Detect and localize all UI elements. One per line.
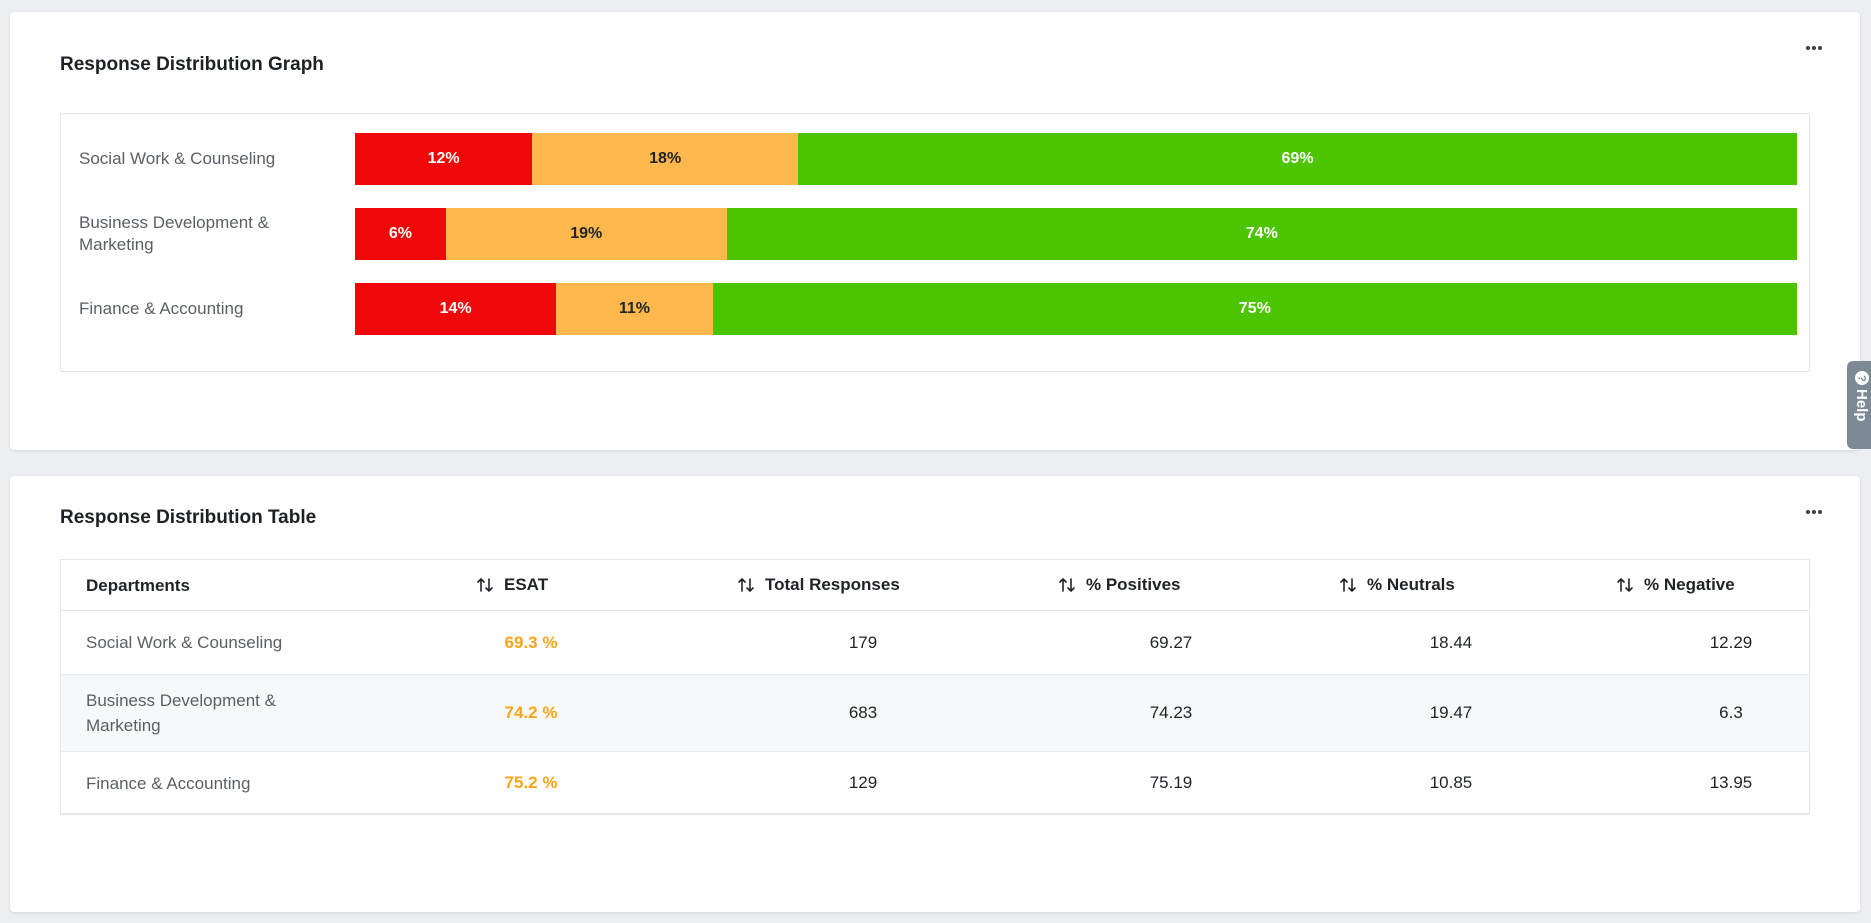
total-responses-cell: 129	[848, 773, 878, 792]
bar-track: 6% 19% 74%	[355, 208, 1797, 260]
bar-segment-neutral[interactable]: 11%	[556, 283, 713, 335]
bar-label: Finance & Accounting	[79, 299, 244, 318]
header-positives[interactable]: % Positives	[1058, 560, 1181, 610]
department-cell: Social Work & Counseling	[86, 633, 283, 652]
bar-row: Business Development & Marketing 6% 19% …	[61, 208, 1809, 260]
neutrals-cell: 19.47	[1429, 703, 1473, 722]
header-total-responses[interactable]: Total Responses	[737, 560, 900, 610]
help-label: Help	[1853, 389, 1870, 422]
negative-cell: 6.3	[1719, 703, 1743, 722]
sort-icon[interactable]	[1058, 576, 1076, 594]
header-label: % Neutrals	[1367, 575, 1455, 594]
header-label: % Positives	[1086, 575, 1181, 594]
total-responses-cell: 179	[848, 632, 878, 652]
bar-segment-positive[interactable]: 75%	[712, 283, 1797, 335]
negative-cell: 12.29	[1709, 632, 1753, 652]
response-distribution-table-card: Response Distribution Table Departments …	[10, 476, 1860, 912]
table-header-row: Departments ESAT Total Responses % Posit…	[61, 560, 1809, 611]
neutrals-cell: 10.85	[1429, 773, 1473, 792]
header-departments: Departments	[86, 575, 190, 595]
bar-segment-neutral[interactable]: 19%	[445, 208, 727, 260]
header-neutrals[interactable]: % Neutrals	[1339, 560, 1455, 610]
esat-cell: 74.2 %	[504, 703, 558, 722]
bar-row: Social Work & Counseling 12% 18% 69%	[61, 133, 1809, 185]
response-distribution-graph-card: Response Distribution Graph Social Work …	[10, 12, 1860, 450]
esat-cell: 69.3 %	[504, 632, 558, 652]
esat-cell: 75.2 %	[504, 773, 558, 792]
help-tab[interactable]: ? Help	[1847, 361, 1871, 449]
graph-title: Response Distribution Graph	[60, 54, 324, 75]
table-row[interactable]: Finance & Accounting 75.2 % 129 75.19 10…	[61, 752, 1809, 813]
department-cell: Finance & Accounting	[86, 773, 251, 793]
bar-segment-positive[interactable]: 69%	[798, 133, 1797, 185]
header-label: Total Responses	[765, 575, 900, 594]
header-label: ESAT	[504, 575, 549, 594]
distribution-table: Departments ESAT Total Responses % Posit…	[60, 559, 1810, 815]
negative-cell: 13.95	[1709, 773, 1753, 792]
table-row[interactable]: Business Development & Marketing 74.2 % …	[61, 675, 1809, 752]
department-cell: Business Development & Marketing	[86, 691, 276, 735]
question-circle-icon: ?	[1854, 371, 1869, 385]
sort-icon[interactable]	[476, 576, 494, 594]
more-options-icon[interactable]	[1802, 38, 1826, 58]
header-negative[interactable]: % Negative	[1616, 560, 1735, 610]
table-title: Response Distribution Table	[60, 507, 317, 528]
bar-segment-neutral[interactable]: 18%	[532, 133, 799, 185]
sort-icon[interactable]	[1616, 576, 1634, 594]
table-row[interactable]: Social Work & Counseling 69.3 % 179 69.2…	[61, 611, 1809, 675]
bar-row: Finance & Accounting 14% 11% 75%	[61, 283, 1809, 335]
positives-cell: 74.23	[1149, 703, 1193, 722]
bar-label: Business Development & Marketing	[79, 213, 269, 254]
header-esat[interactable]: ESAT	[476, 560, 548, 610]
positives-cell: 75.19	[1149, 773, 1193, 792]
total-responses-cell: 683	[848, 703, 878, 722]
sort-icon[interactable]	[737, 576, 755, 594]
bar-label: Social Work & Counseling	[79, 149, 276, 168]
more-options-icon[interactable]	[1802, 502, 1826, 522]
positives-cell: 69.27	[1149, 632, 1193, 652]
stacked-bar-chart: Social Work & Counseling 12% 18% 69% Bus…	[60, 113, 1810, 372]
bar-segment-negative[interactable]: 14%	[355, 283, 557, 335]
neutrals-cell: 18.44	[1429, 632, 1473, 652]
bar-segment-negative[interactable]: 12%	[355, 133, 533, 185]
bar-track: 12% 18% 69%	[355, 133, 1797, 185]
sort-icon[interactable]	[1339, 576, 1357, 594]
bar-segment-negative[interactable]: 6%	[355, 208, 446, 260]
bar-track: 14% 11% 75%	[355, 283, 1797, 335]
bar-segment-positive[interactable]: 74%	[726, 208, 1797, 260]
header-label: % Negative	[1644, 575, 1735, 594]
